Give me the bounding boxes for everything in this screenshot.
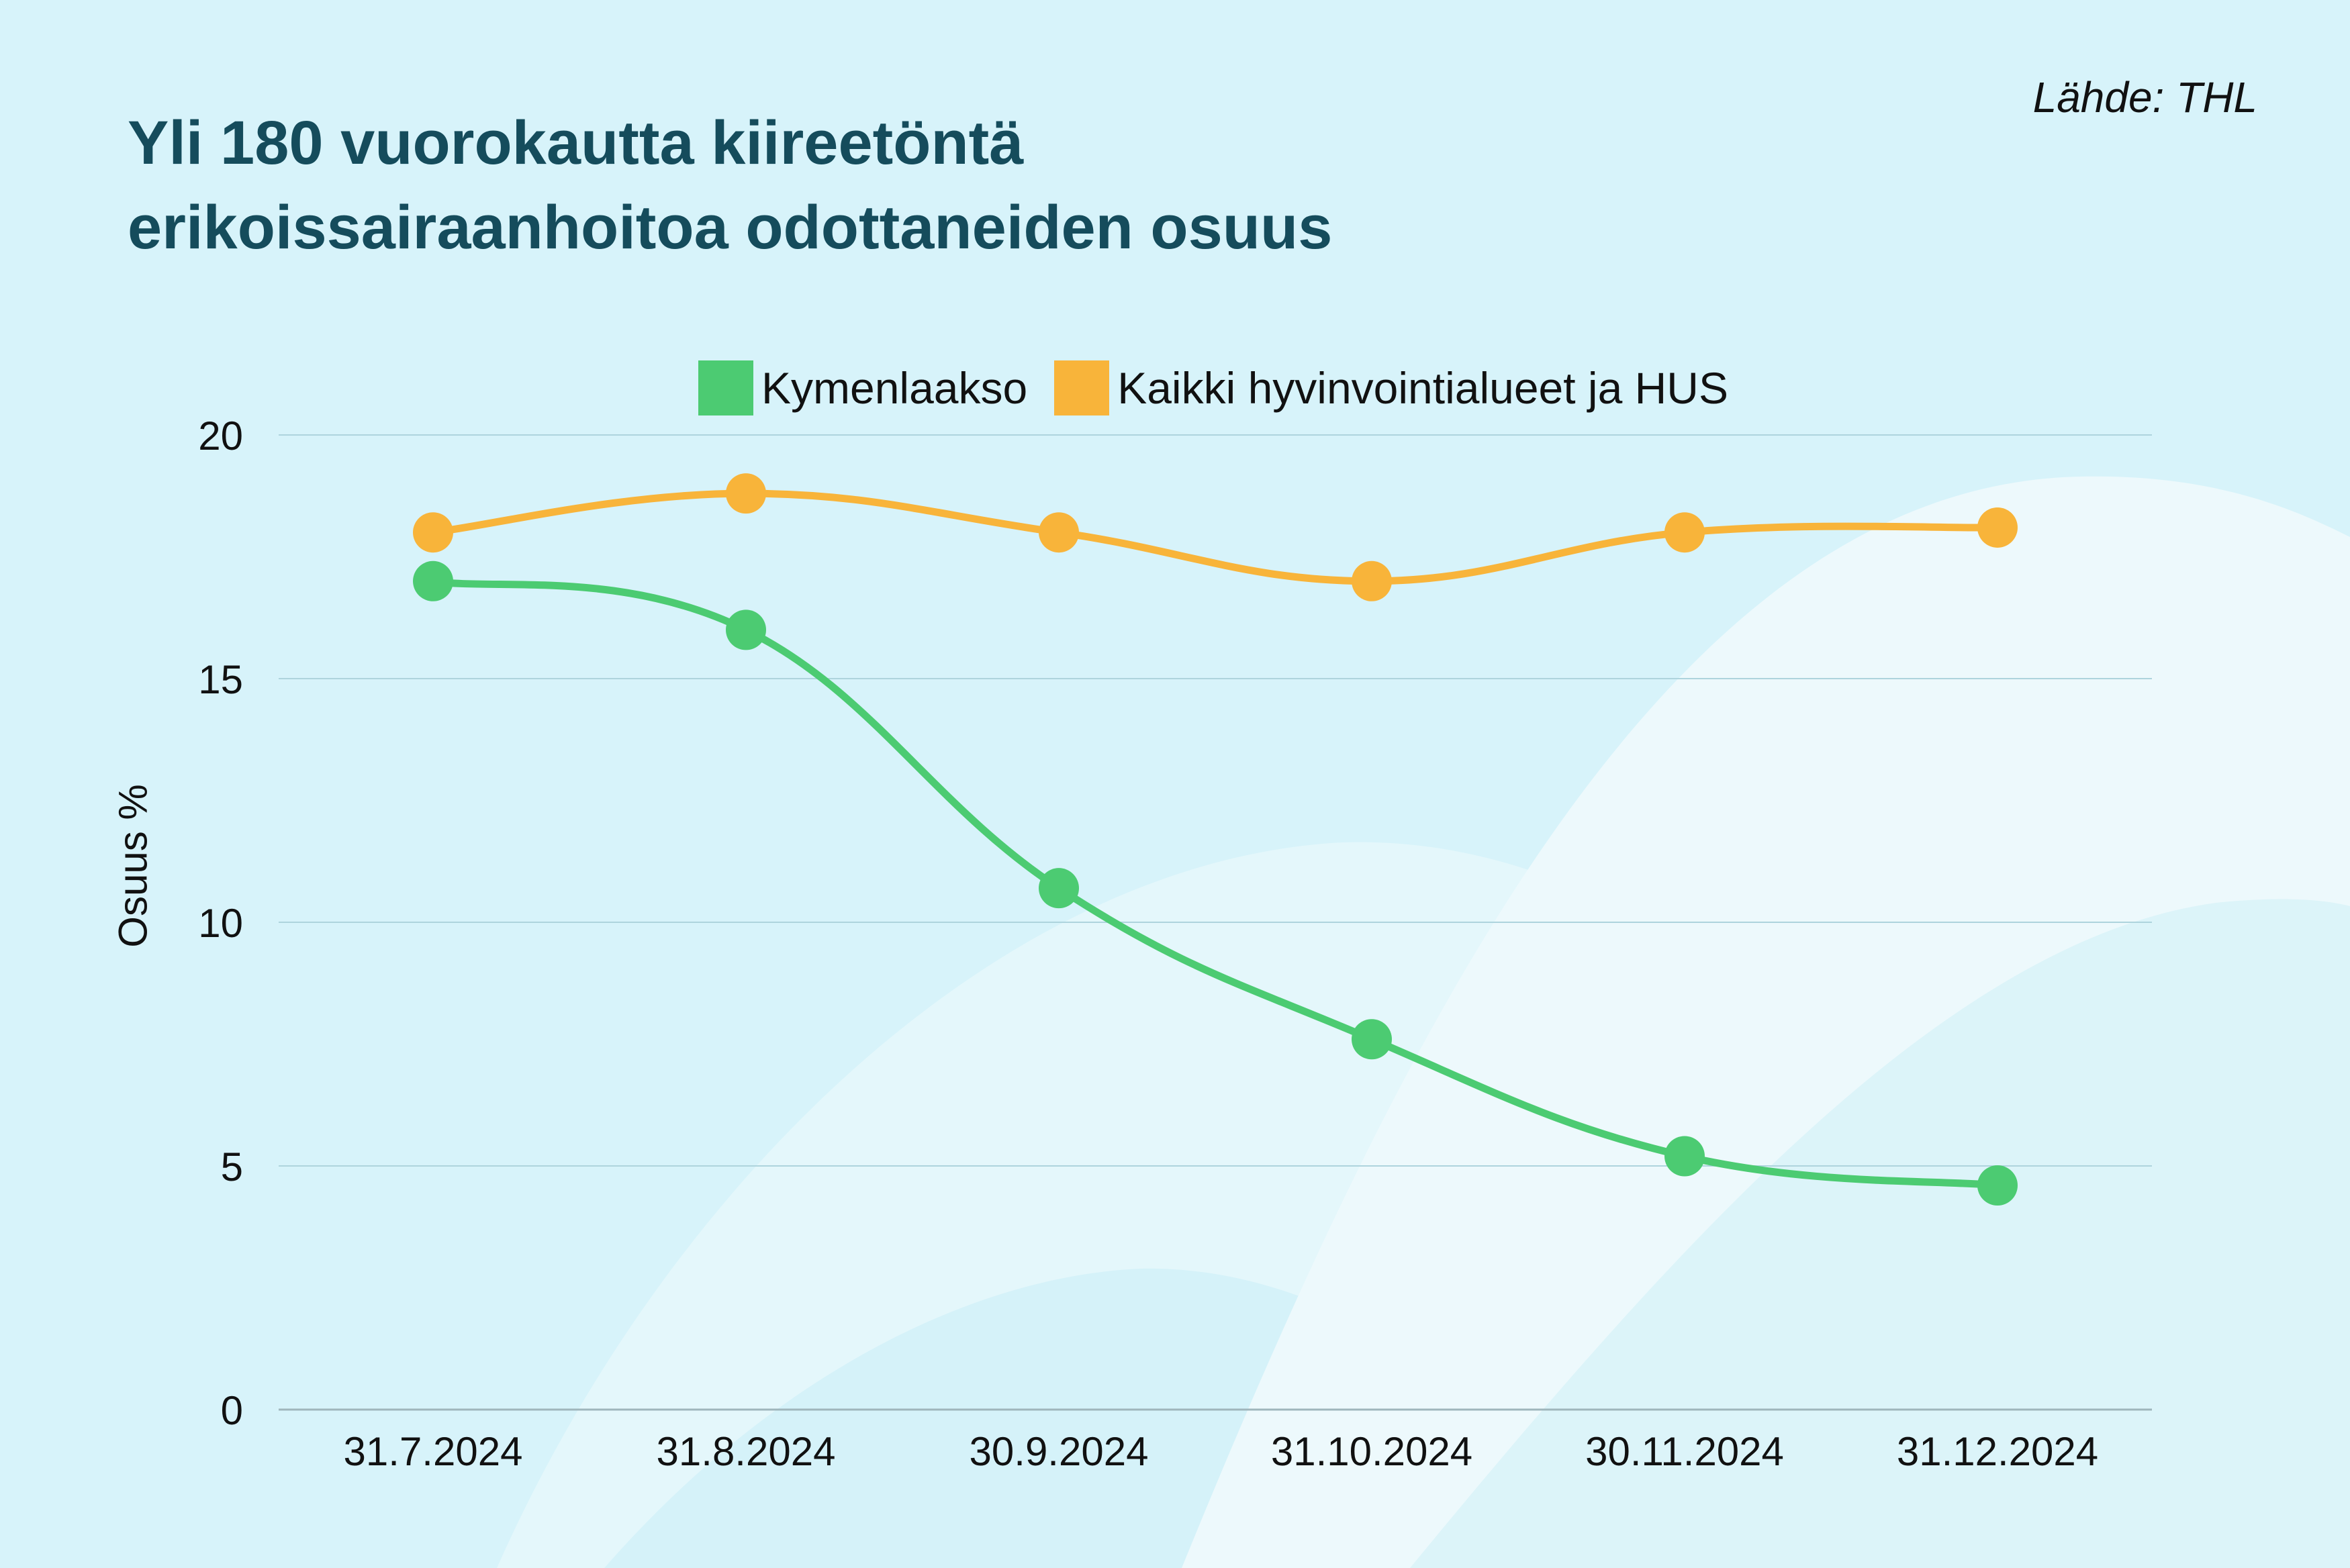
x-tick-label-5: 30.11.2024 xyxy=(1585,1429,1784,1474)
legend: Kymenlaakso Kaikki hyvinvointialueet ja … xyxy=(698,354,1755,422)
y-tick-label-0: 0 xyxy=(221,1388,243,1433)
point-kaikki-1 xyxy=(413,512,453,553)
point-kymenlaakso-4 xyxy=(1352,1019,1392,1060)
bg-wave-4 xyxy=(1410,899,2350,1568)
x-tick-label-3: 30.9.2024 xyxy=(970,1429,1149,1474)
y-tick-label-20: 20 xyxy=(198,413,243,458)
x-tick-label-4: 31.10.2024 xyxy=(1271,1429,1472,1474)
y-tick-label-5: 5 xyxy=(221,1144,243,1189)
point-kaikki-6 xyxy=(1977,507,2018,548)
chart-title-line-2: erikoissairaanhoitoa odottaneiden osuus xyxy=(128,193,1333,262)
point-kymenlaakso-3 xyxy=(1039,868,1079,909)
point-kymenlaakso-2 xyxy=(726,609,766,650)
point-kaikki-2 xyxy=(726,473,766,514)
point-kaikki-4 xyxy=(1352,560,1392,601)
line-kaikki xyxy=(429,489,2002,585)
series-kaikki xyxy=(413,473,2018,601)
x-axis-ticks: 31.7.2024 31.8.2024 30.9.2024 31.10.2024 30.… xyxy=(344,1429,2099,1474)
x-tick-label-6: 31.12.2024 xyxy=(1897,1429,2098,1474)
legend-label-kaikki: Kaikki hyvinvointialueet ja HUS xyxy=(1117,363,1728,413)
chart-title-line-1: Yli 180 vuorokautta kiireetöntä xyxy=(128,109,1024,177)
legend-label-kymenlaakso: Kymenlaakso xyxy=(761,363,1028,413)
x-tick-label-2: 31.8.2024 xyxy=(657,1429,836,1474)
chart-title: Yli 180 vuorokautta kiireetöntä erikoiss… xyxy=(128,101,1739,270)
point-kymenlaakso-1 xyxy=(413,560,453,601)
series-kymenlaakso xyxy=(413,560,2018,1206)
series xyxy=(413,473,2018,1206)
point-kymenlaakso-6 xyxy=(1977,1165,2018,1206)
y-tick-label-15: 15 xyxy=(198,657,243,702)
source-label: Lähde: THL xyxy=(2032,73,2257,121)
legend-item-kaikki: Kaikki hyvinvointialueet ja HUS xyxy=(1054,360,1728,415)
point-kymenlaakso-5 xyxy=(1664,1136,1705,1177)
legend-swatch-kaikki xyxy=(1054,360,1110,415)
legend-item-kymenlaakso: Kymenlaakso xyxy=(698,360,1027,415)
y-axis-label: Osuus % xyxy=(110,784,156,948)
y-axis-ticks: 0 5 10 15 20 xyxy=(198,413,243,1433)
gridlines xyxy=(279,434,2152,1411)
x-tick-label-1: 31.7.2024 xyxy=(344,1429,523,1474)
line-kymenlaakso xyxy=(429,577,2002,1189)
point-kaikki-5 xyxy=(1664,512,1705,553)
legend-swatch-kymenlaakso xyxy=(698,360,753,415)
y-tick-label-10: 10 xyxy=(198,901,243,946)
point-kaikki-3 xyxy=(1039,512,1079,553)
